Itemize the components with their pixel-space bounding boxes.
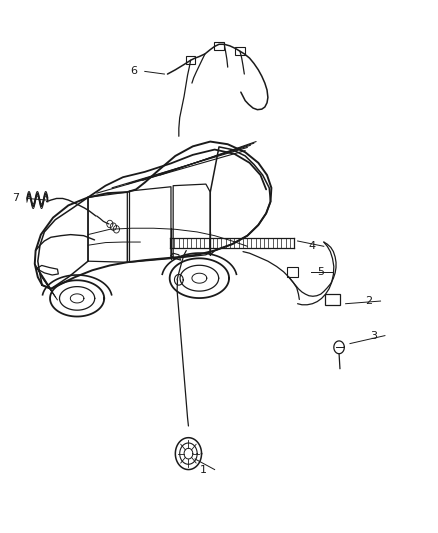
Text: 7: 7	[12, 193, 19, 204]
Text: 1: 1	[200, 465, 207, 474]
FancyBboxPatch shape	[287, 267, 298, 277]
FancyBboxPatch shape	[214, 42, 224, 50]
FancyBboxPatch shape	[325, 294, 340, 305]
Text: 3: 3	[370, 330, 377, 341]
Text: 4: 4	[309, 241, 316, 251]
FancyBboxPatch shape	[235, 47, 245, 55]
Text: 5: 5	[318, 267, 325, 277]
FancyBboxPatch shape	[186, 56, 195, 64]
Text: 6: 6	[130, 67, 137, 76]
Text: 2: 2	[366, 296, 373, 306]
